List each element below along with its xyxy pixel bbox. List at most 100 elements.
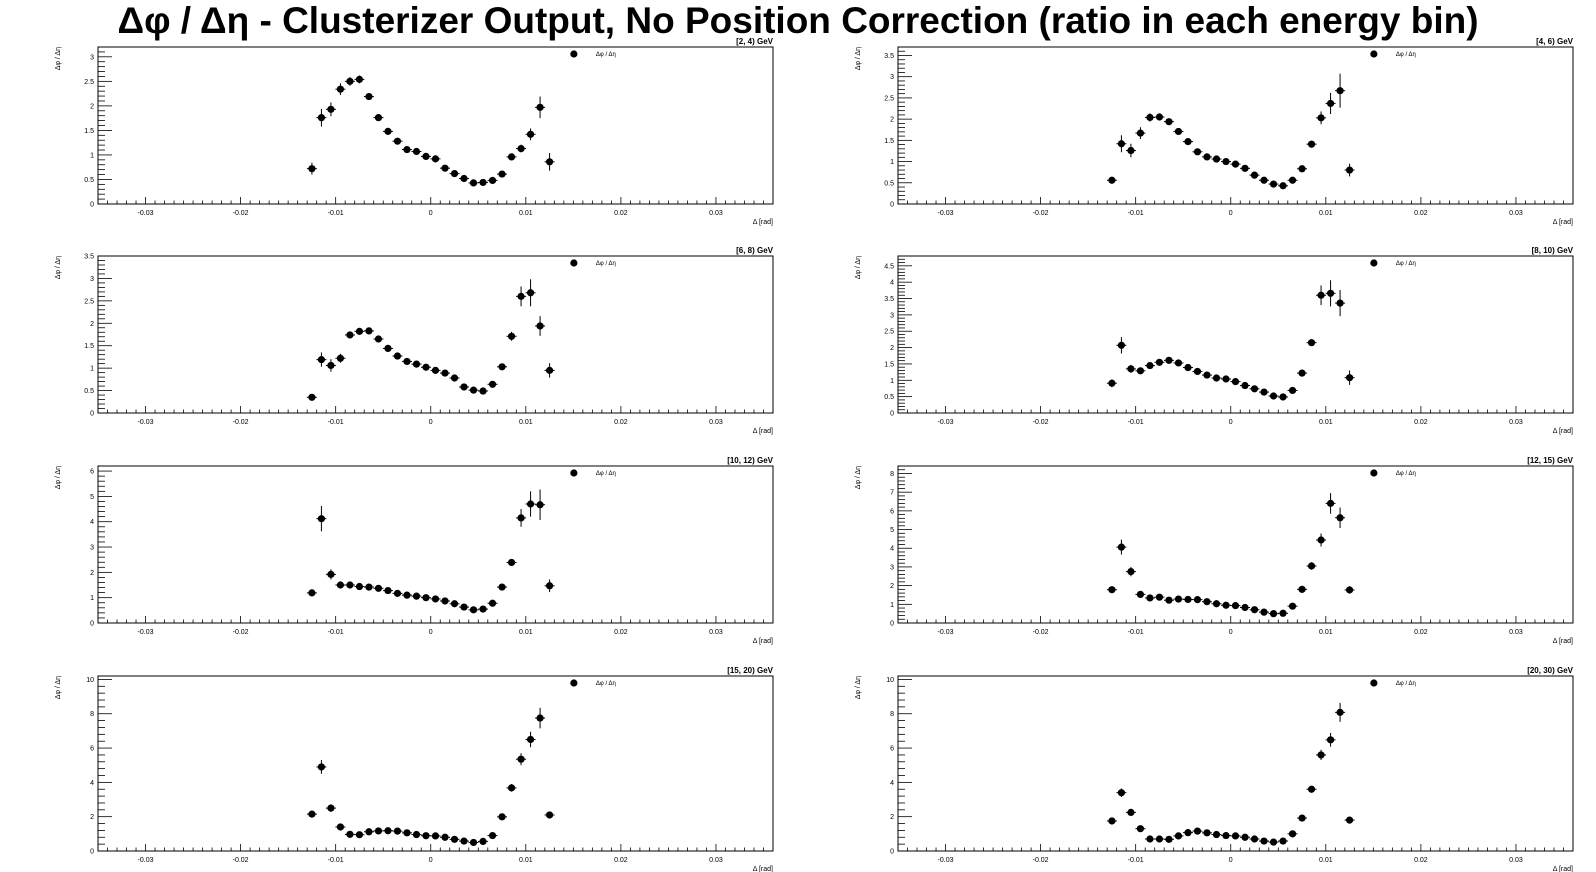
y-axis-title: Δφ / Δη <box>55 256 62 279</box>
data-point <box>1345 816 1354 824</box>
data-point <box>479 387 487 395</box>
y-tick-label: 1 <box>890 159 894 166</box>
data-point <box>1231 160 1240 168</box>
data-point <box>545 582 554 590</box>
data-point <box>460 603 468 611</box>
legend-label: Δφ / Δη <box>596 471 616 477</box>
y-tick-label: 6 <box>890 508 894 515</box>
x-tick-label: -0.03 <box>938 419 954 426</box>
data-point <box>1127 146 1135 155</box>
data-point <box>384 586 392 595</box>
data-point <box>1193 148 1202 156</box>
data-point <box>1184 829 1192 837</box>
y-tick-label: 0 <box>90 411 94 418</box>
y-tick-label: 3 <box>890 564 894 571</box>
data-point <box>517 755 525 763</box>
data-point <box>1222 157 1230 166</box>
x-tick-label: 0.03 <box>1509 419 1523 426</box>
data-point <box>403 357 411 366</box>
y-tick-label: 6 <box>90 469 94 476</box>
data-point <box>327 105 335 113</box>
data-point <box>1108 817 1116 825</box>
y-tick-label: 10 <box>86 677 94 684</box>
data-point <box>460 383 468 391</box>
y-tick-label: 0 <box>90 849 94 856</box>
y-tick-label: 1.5 <box>884 138 894 145</box>
data-point <box>1155 113 1164 121</box>
y-axis-title: Δφ / Δη <box>855 256 862 279</box>
y-tick-label: 3 <box>90 54 94 61</box>
data-point <box>1345 374 1354 382</box>
legend-label: Δφ / Δη <box>1396 471 1416 477</box>
data-point <box>1165 835 1173 843</box>
data-point <box>374 584 383 592</box>
data-point <box>450 835 459 843</box>
data-point <box>1165 356 1173 364</box>
data-point <box>317 114 326 122</box>
y-tick-label: 1 <box>90 595 94 602</box>
chart-panel: -0.03 -0.02 -0.01 0 0.01 0.02 0.03 0 0.5 1 1.5 2 2.5… <box>855 246 1574 435</box>
legend-marker <box>1370 679 1378 687</box>
data-point <box>1288 176 1297 184</box>
data-point <box>327 361 335 370</box>
data-point <box>1193 596 1202 604</box>
x-tick-label: -0.02 <box>233 629 249 636</box>
data-point <box>507 784 516 792</box>
data-point <box>1184 595 1192 604</box>
y-tick-label: 0 <box>90 621 94 628</box>
data-point <box>1212 830 1221 839</box>
data-point <box>1193 367 1202 376</box>
data-point <box>1146 835 1154 843</box>
data-point <box>1298 585 1306 593</box>
data-point <box>1298 165 1306 173</box>
x-axis-title: Δ [rad] <box>1553 219 1573 226</box>
data-point <box>1184 138 1192 146</box>
data-point <box>1136 825 1145 833</box>
plot-frame <box>897 675 1574 852</box>
y-tick-label: 7 <box>890 490 894 497</box>
x-tick-label: -0.01 <box>1128 857 1144 864</box>
y-tick-label: 1.5 <box>84 128 94 135</box>
x-tick-label: 0.01 <box>1319 419 1333 426</box>
chart-panel: -0.03 -0.02 -0.01 0 0.01 0.02 0.03 0 0.5 1 1.5 2 2.5… <box>55 246 774 435</box>
x-tick-label: 0.03 <box>709 210 723 217</box>
y-tick-label: 1 <box>90 366 94 373</box>
x-tick-label: -0.01 <box>1128 210 1144 217</box>
data-point <box>1260 388 1268 396</box>
x-axis-title: Δ [rad] <box>1553 638 1573 645</box>
legend-label: Δφ / Δη <box>596 52 616 58</box>
x-tick-label: 0.01 <box>519 629 533 636</box>
data-point <box>393 827 402 835</box>
x-tick-label: 0.01 <box>1319 629 1333 636</box>
x-axis-title: Δ [rad] <box>753 428 773 435</box>
x-tick-label: -0.01 <box>328 629 344 636</box>
x-tick-label: 0.02 <box>614 857 628 864</box>
y-axis-title: Δφ / Δη <box>855 466 862 489</box>
y-tick-label: 2 <box>90 570 94 577</box>
x-tick-label: -0.03 <box>938 210 954 217</box>
data-point <box>460 174 468 183</box>
x-tick-label: -0.02 <box>1033 857 1049 864</box>
data-point <box>355 831 364 839</box>
data-point <box>1184 363 1192 372</box>
data-point <box>488 176 497 185</box>
energy-bin-label: [15, 20) GeV <box>727 666 773 675</box>
x-tick-label: -0.02 <box>233 210 249 217</box>
y-tick-label: 3.5 <box>884 296 894 303</box>
data-point <box>336 581 345 589</box>
x-tick-label: 0.01 <box>1319 210 1333 217</box>
data-point <box>1260 176 1268 184</box>
data-point <box>517 292 525 300</box>
y-axis-title: Δφ / Δη <box>55 466 62 489</box>
data-point <box>517 144 525 153</box>
data-point <box>1250 385 1259 393</box>
data-point <box>1155 835 1164 843</box>
data-point <box>1203 829 1211 837</box>
x-axis-title: Δ [rad] <box>753 638 773 645</box>
legend-label: Δφ / Δη <box>596 681 616 687</box>
x-tick-label: 0.01 <box>519 419 533 426</box>
data-point <box>1136 590 1145 599</box>
x-tick-label: 0.02 <box>614 419 628 426</box>
y-tick-label: 1 <box>90 152 94 159</box>
data-point <box>431 155 440 163</box>
